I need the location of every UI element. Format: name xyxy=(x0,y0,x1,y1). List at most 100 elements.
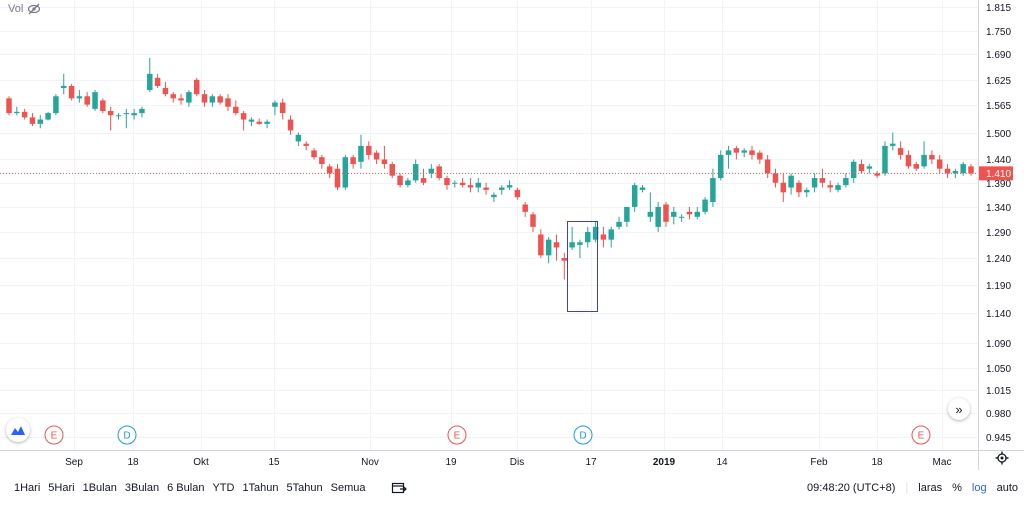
candle[interactable] xyxy=(647,192,654,222)
candle[interactable] xyxy=(733,145,740,160)
candle[interactable] xyxy=(882,141,888,176)
candle[interactable] xyxy=(272,100,278,116)
candle[interactable] xyxy=(209,94,216,107)
candle[interactable] xyxy=(21,108,28,120)
candle[interactable] xyxy=(968,164,974,176)
range-all[interactable]: Semua xyxy=(330,481,366,494)
range-1d[interactable]: 1Hari xyxy=(14,481,41,494)
candle[interactable] xyxy=(850,159,857,183)
candle[interactable] xyxy=(381,145,388,169)
candle[interactable] xyxy=(29,113,36,127)
candle[interactable] xyxy=(61,73,67,95)
candle[interactable] xyxy=(358,134,364,169)
candle[interactable] xyxy=(311,148,317,160)
candle[interactable] xyxy=(115,113,122,120)
candle[interactable] xyxy=(178,94,184,105)
candle[interactable] xyxy=(131,108,137,120)
candle[interactable] xyxy=(545,237,552,264)
candle[interactable] xyxy=(287,115,294,135)
tradingview-logo-button[interactable] xyxy=(6,418,30,442)
candle[interactable] xyxy=(686,206,693,220)
candle[interactable] xyxy=(405,178,411,188)
candle[interactable] xyxy=(717,150,724,181)
candle[interactable] xyxy=(45,111,51,121)
candle[interactable] xyxy=(162,81,169,97)
candle[interactable] xyxy=(694,206,700,220)
candle[interactable] xyxy=(420,168,427,186)
candle[interactable] xyxy=(6,96,12,116)
candle[interactable] xyxy=(655,202,661,232)
candle[interactable] xyxy=(757,150,763,165)
dividend-marker[interactable]: D xyxy=(117,425,137,445)
candle[interactable] xyxy=(475,178,482,193)
dividend-marker[interactable]: D xyxy=(573,425,593,445)
candle[interactable] xyxy=(600,226,607,248)
candle[interactable] xyxy=(319,154,325,169)
chart-settings-button[interactable] xyxy=(993,449,1011,467)
candle[interactable] xyxy=(389,161,395,179)
candle[interactable] xyxy=(561,252,568,280)
candle[interactable] xyxy=(428,164,435,179)
candle[interactable] xyxy=(256,118,263,125)
candle[interactable] xyxy=(780,173,787,203)
candle[interactable] xyxy=(538,229,544,259)
candle[interactable] xyxy=(154,73,161,89)
candle[interactable] xyxy=(217,94,223,105)
earnings-marker[interactable]: E xyxy=(44,425,64,445)
candle[interactable] xyxy=(76,90,83,103)
candle[interactable] xyxy=(14,106,20,116)
candle[interactable] xyxy=(366,141,372,160)
candle[interactable] xyxy=(295,132,302,146)
candle[interactable] xyxy=(201,90,208,107)
candle[interactable] xyxy=(796,180,802,198)
candle[interactable] xyxy=(804,187,810,198)
range-1y[interactable]: 1Tahun xyxy=(242,481,279,494)
candle[interactable] xyxy=(264,119,270,129)
candle[interactable] xyxy=(663,202,669,227)
candle[interactable] xyxy=(170,92,176,103)
candle[interactable] xyxy=(53,94,59,116)
candle[interactable] xyxy=(952,168,959,179)
range-6m[interactable]: 6 Bulan xyxy=(167,481,205,494)
eye-hidden-icon[interactable] xyxy=(27,2,41,16)
candle[interactable] xyxy=(530,211,536,232)
candle[interactable] xyxy=(741,148,747,158)
candle[interactable] xyxy=(608,226,614,248)
candle[interactable] xyxy=(452,180,458,188)
range-5y[interactable]: 5Tahun xyxy=(286,481,323,494)
candle[interactable] xyxy=(788,173,794,195)
auto-scale-toggle[interactable]: auto xyxy=(996,481,1018,494)
candle[interactable] xyxy=(397,173,403,188)
candle[interactable] xyxy=(811,173,818,193)
candle[interactable] xyxy=(725,145,732,169)
candle[interactable] xyxy=(123,108,130,129)
candle[interactable] xyxy=(874,171,880,179)
range-1m[interactable]: 1Bulan xyxy=(82,481,117,494)
volume-indicator[interactable]: Vol xyxy=(8,2,41,16)
candle[interactable] xyxy=(522,202,528,217)
candle[interactable] xyxy=(913,161,919,172)
candle[interactable] xyxy=(233,100,239,116)
candle[interactable] xyxy=(710,168,716,207)
clock-timezone[interactable]: 09:48:20 (UTC+8) xyxy=(807,481,896,494)
candle[interactable] xyxy=(350,154,356,169)
candle[interactable] xyxy=(84,92,90,107)
candle[interactable] xyxy=(37,115,44,129)
candle[interactable] xyxy=(702,197,708,215)
candle[interactable] xyxy=(506,180,513,190)
candle[interactable] xyxy=(436,164,442,181)
candle[interactable] xyxy=(139,106,145,118)
range-ytd[interactable]: YTD xyxy=(212,481,235,494)
candle[interactable] xyxy=(92,90,98,111)
candle[interactable] xyxy=(553,234,560,261)
percent-scale-toggle[interactable]: % xyxy=(952,481,962,494)
candle[interactable] xyxy=(459,178,466,188)
goto-date-icon[interactable] xyxy=(391,481,408,495)
candle[interactable] xyxy=(373,150,380,165)
candle[interactable] xyxy=(819,168,826,188)
candle[interactable] xyxy=(749,145,755,160)
candle[interactable] xyxy=(624,206,630,227)
price-chart[interactable]: 1.815 1.750 1.690 1.625 1.565 1.500 1.440 1.390… xyxy=(0,0,1024,470)
candle[interactable] xyxy=(678,214,685,222)
earnings-marker[interactable]: E xyxy=(911,425,931,445)
